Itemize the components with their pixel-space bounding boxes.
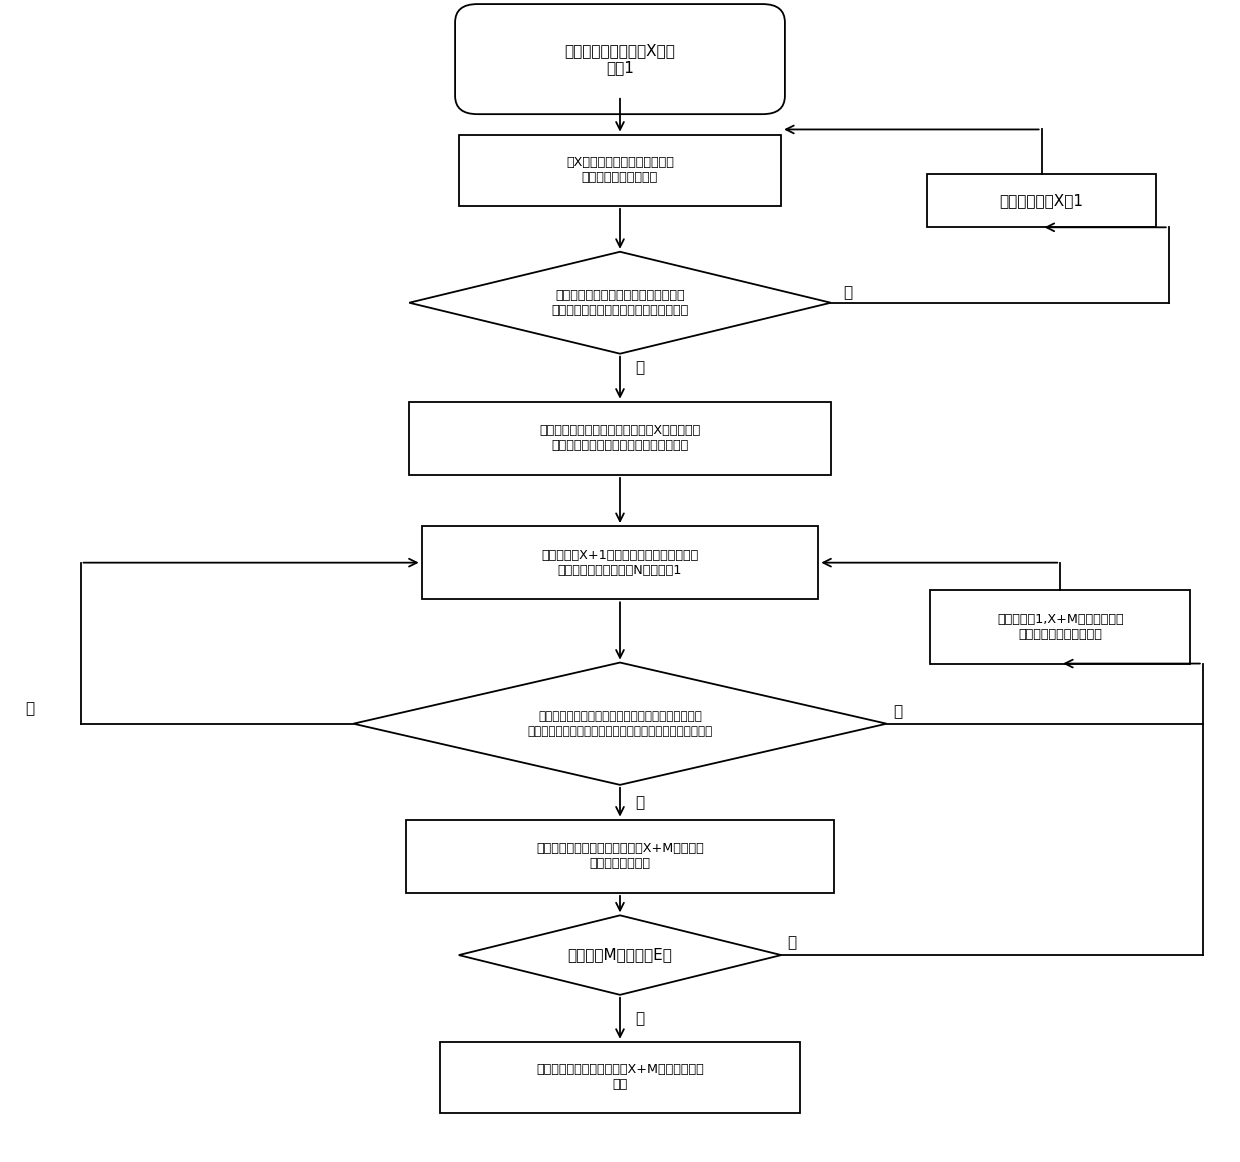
Bar: [422, 526, 818, 600]
Bar: [440, 1041, 800, 1113]
Text: 是: 是: [787, 935, 796, 951]
Text: 符号相关值序列的符号匹配滤波数据是否大于门限？
相关能量值匹配滤波数据是否大于锁存的能量匹配滤波值？: 符号相关值序列的符号匹配滤波数据是否大于门限？ 相关能量值匹配滤波数据是否大于锁…: [527, 710, 713, 738]
Text: 从当前位置X+1处作为积分起始位置，产生
相关值序列，搜索次数N初始化为1: 从当前位置X+1处作为积分起始位置，产生 相关值序列，搜索次数N初始化为1: [542, 548, 698, 576]
Text: 否: 否: [843, 285, 852, 300]
Text: 第X个周期短码，作为积分起始
位置，产生相关值序列: 第X个周期短码，作为积分起始 位置，产生相关值序列: [567, 156, 673, 185]
Text: 否: 否: [635, 1011, 644, 1026]
Text: 否: 否: [25, 701, 33, 716]
Text: 符号相关值序列的符号匹配滤波数据及
相关能量值匹配滤波数据是否大于门限？: 符号相关值序列的符号匹配滤波数据及 相关能量值匹配滤波数据是否大于门限？: [552, 288, 688, 317]
Text: 锁存当前周期短码积分的起始位置X与相关能量
值匹配滤波数据值输出初次匹配成功标识: 锁存当前周期短码积分的起始位置X与相关能量 值匹配滤波数据值输出初次匹配成功标识: [539, 424, 701, 452]
Text: 是: 是: [635, 795, 644, 810]
Text: 是: 是: [635, 360, 644, 375]
Bar: [926, 174, 1156, 228]
Bar: [407, 819, 833, 892]
Polygon shape: [459, 916, 781, 995]
Text: 搜索次数加1,X+M处作为积分起
始位置，产生相关值序列: 搜索次数加1,X+M处作为积分起 始位置，产生相关值序列: [997, 612, 1123, 641]
Polygon shape: [409, 252, 831, 353]
Text: 是: 是: [893, 704, 901, 719]
Text: 积分起始位置X加1: 积分起始位置X加1: [999, 193, 1084, 208]
Text: 输出周期短码积分起始位置X+M与能量匹配滤
波值: 输出周期短码积分起始位置X+M与能量匹配滤 波值: [536, 1063, 704, 1091]
Text: 开始，参数初始化，X初始
化为1: 开始，参数初始化，X初始 化为1: [564, 43, 676, 76]
Text: 更新锁存周期短码积分起始位置X+M，更新锁
存能量匹配滤波值: 更新锁存周期短码积分起始位置X+M，更新锁 存能量匹配滤波值: [536, 842, 704, 870]
FancyBboxPatch shape: [455, 5, 785, 114]
Polygon shape: [353, 662, 887, 784]
Bar: [930, 590, 1190, 664]
Bar: [459, 135, 781, 206]
Bar: [409, 402, 831, 475]
Text: 搜索次数M是否小于E？: 搜索次数M是否小于E？: [568, 947, 672, 962]
